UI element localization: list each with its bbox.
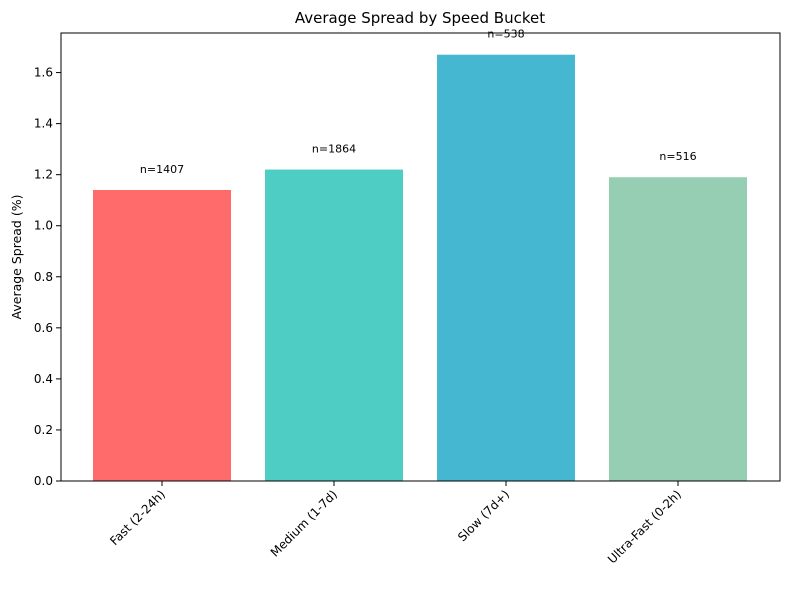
bar-2	[437, 54, 575, 482]
y-tick-label-4: 0.8	[34, 270, 53, 284]
bar-0	[93, 189, 231, 481]
data-label-1: n=1864	[312, 143, 356, 156]
bar-3	[609, 177, 747, 482]
x-tick-label-1: Medium (1-7d)	[268, 487, 340, 559]
y-tick-label-1: 0.2	[34, 423, 53, 437]
bar-1	[265, 169, 403, 481]
data-label-0: n=1407	[140, 163, 184, 176]
data-label-3: n=516	[659, 150, 696, 163]
y-axis-label: Average Spread (%)	[9, 195, 24, 320]
chart-title: Average Spread by Speed Bucket	[295, 9, 545, 27]
y-tick-label-8: 1.6	[34, 66, 53, 80]
y-tick-label-0: 0.0	[34, 474, 53, 488]
data-label-2: n=538	[487, 28, 524, 41]
y-tick-label-6: 1.2	[34, 168, 53, 182]
plot-area: n=1407 Fast (2-24h) n=1864 Medium (1-7d) n=5…	[34, 28, 781, 566]
y-tick-label-2: 0.4	[34, 372, 53, 386]
x-tick-label-0: Fast (2-24h)	[107, 487, 168, 548]
x-tick-label-2: Slow (7d+)	[455, 487, 512, 544]
y-tick-label-5: 1.0	[34, 219, 53, 233]
plot-frame	[60, 32, 781, 482]
x-tick-label-3: Ultra-Fast (0-2h)	[605, 487, 684, 566]
y-tick-label-7: 1.4	[34, 117, 53, 131]
y-tick-label-3: 0.6	[34, 321, 53, 335]
